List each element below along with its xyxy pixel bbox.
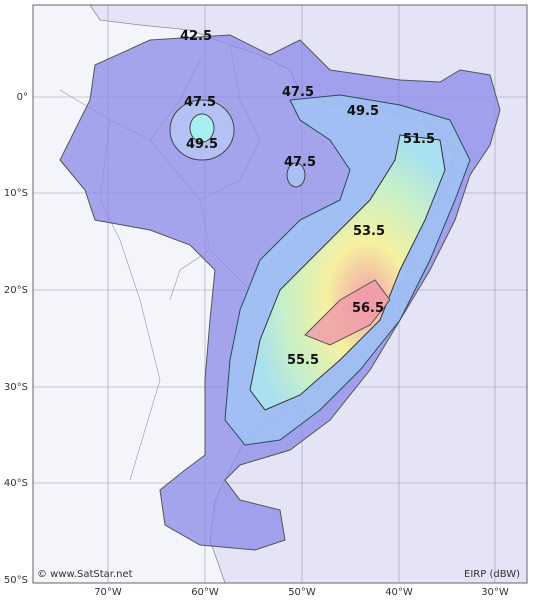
lat-label: 30°S [4,382,28,393]
lon-label: 60°W [191,587,219,598]
contour-label: 49.5 [347,104,379,119]
contour-label: 55.5 [287,353,319,368]
lat-label: 0° [17,92,28,103]
contour-label: 42.5 [180,29,212,44]
lon-label: 70°W [94,587,122,598]
lat-label: 50°S [4,575,28,586]
lon-label: 30°W [481,587,509,598]
footprint-spot [286,162,306,188]
contour-label: 47.5 [282,85,314,100]
contour-label: 51.5 [403,132,435,147]
lon-label: 50°W [288,587,316,598]
footprint-core [249,134,446,411]
contour-label: 47.5 [184,95,216,110]
lat-label: 10°S [4,188,28,199]
lat-label: 20°S [4,285,28,296]
contour-label: 53.5 [353,224,385,239]
map-frame [32,4,528,584]
contour-label: 47.5 [284,155,316,170]
map-area [33,5,527,583]
contour-label: 56.5 [352,301,384,316]
footprint-peak [304,279,391,346]
contour-label: 49.5 [186,137,218,152]
credit: © www.SatStar.net [37,569,133,580]
footprint-island-core [189,113,215,143]
lon-label: 40°W [385,587,413,598]
lat-label: 40°S [4,478,28,489]
unit-label: EIRP (dBW) [464,569,520,580]
